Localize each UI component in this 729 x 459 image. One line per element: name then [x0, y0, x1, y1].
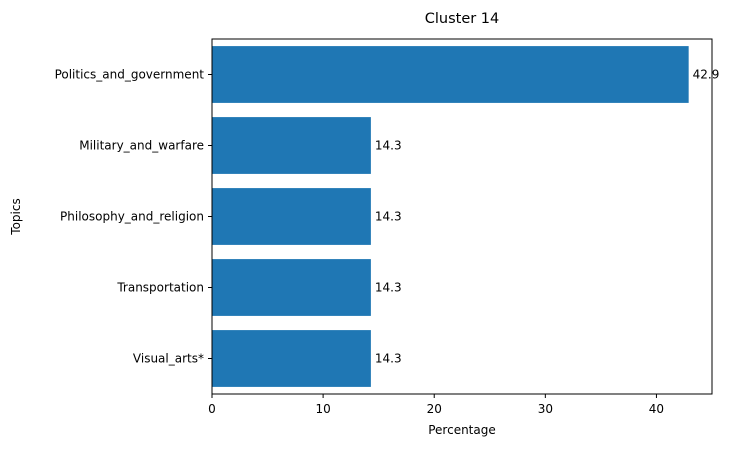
data-label-transportation: 14.3 — [375, 281, 402, 295]
data-labels-group: 42.9 14.3 14.3 14.3 14.3 — [375, 68, 719, 366]
y-tick-label-politics-and-government: Politics_and_government — [55, 68, 205, 82]
x-tick-label-0: 0 — [208, 402, 216, 416]
x-tick-label-40: 40 — [649, 402, 664, 416]
chart-title: Cluster 14 — [425, 11, 500, 27]
y-tick-label-military-and-warfare: Military_and_warfare — [79, 139, 204, 153]
data-label-politics-and-government: 42.9 — [693, 68, 720, 82]
x-tick-label-20: 20 — [427, 402, 442, 416]
bar-military-and-warfare — [212, 117, 371, 174]
y-tick-label-transportation: Transportation — [116, 281, 204, 295]
bars-group — [212, 46, 689, 387]
y-axis-label: Topics — [9, 198, 23, 235]
bar-philosophy-and-religion — [212, 188, 371, 245]
x-axis-ticks: 0 10 20 30 40 — [208, 394, 664, 416]
bar-visual-arts — [212, 330, 371, 387]
x-axis-label: Percentage — [428, 423, 496, 437]
y-tick-label-visual-arts: Visual_arts* — [133, 352, 204, 366]
y-tick-label-philosophy-and-religion: Philosophy_and_religion — [60, 210, 204, 224]
data-label-philosophy-and-religion: 14.3 — [375, 210, 402, 224]
data-label-visual-arts: 14.3 — [375, 352, 402, 366]
x-tick-label-30: 30 — [538, 402, 553, 416]
bar-politics-and-government — [212, 46, 689, 103]
bar-transportation — [212, 259, 371, 316]
x-tick-label-10: 10 — [315, 402, 330, 416]
y-axis-ticks: Politics_and_government Military_and_warf… — [55, 68, 212, 366]
data-label-military-and-warfare: 14.3 — [375, 139, 402, 153]
